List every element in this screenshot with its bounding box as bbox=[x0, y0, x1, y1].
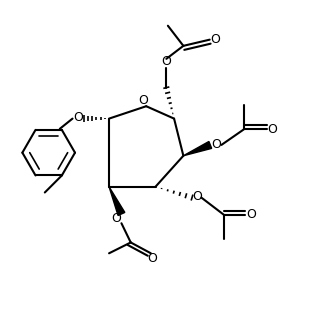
Text: O: O bbox=[192, 190, 202, 203]
Text: O: O bbox=[73, 112, 83, 125]
Text: O: O bbox=[111, 212, 121, 225]
Text: O: O bbox=[210, 33, 220, 46]
Text: O: O bbox=[246, 208, 256, 221]
Text: O: O bbox=[147, 252, 157, 265]
Polygon shape bbox=[183, 142, 212, 156]
Text: O: O bbox=[138, 94, 148, 107]
Text: O: O bbox=[267, 123, 277, 136]
Polygon shape bbox=[109, 187, 125, 215]
Text: O: O bbox=[211, 138, 221, 151]
Text: O: O bbox=[161, 56, 171, 68]
